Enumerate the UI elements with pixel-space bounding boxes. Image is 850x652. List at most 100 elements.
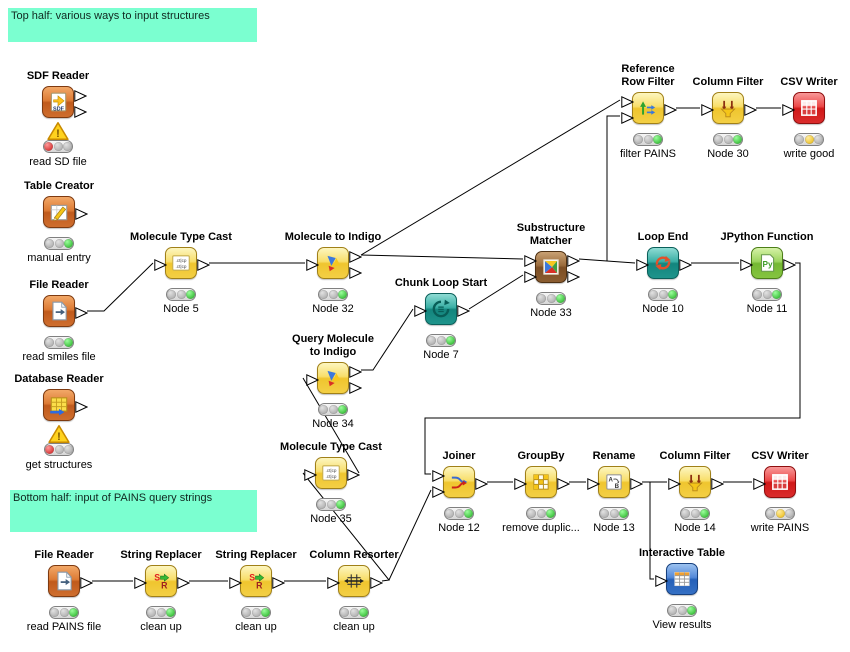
node-column-filter-30[interactable]: Column Filter Node 30 bbox=[693, 76, 764, 160]
output-port[interactable] bbox=[80, 576, 94, 589]
node-body[interactable] bbox=[432, 466, 489, 498]
node-body[interactable] bbox=[701, 92, 758, 124]
output-port[interactable] bbox=[744, 103, 758, 116]
output-port[interactable] bbox=[349, 381, 363, 394]
output-port[interactable] bbox=[630, 477, 644, 490]
input-port[interactable] bbox=[753, 477, 767, 490]
output-port[interactable] bbox=[349, 250, 363, 263]
input-port[interactable] bbox=[134, 576, 148, 589]
input-port[interactable] bbox=[782, 103, 796, 116]
node-csv-writer-good[interactable]: CSV Writer write good bbox=[780, 76, 837, 160]
output-port[interactable] bbox=[74, 89, 88, 102]
node-body[interactable]: .ct|cp .ct|cp bbox=[154, 247, 211, 279]
node-joiner-12[interactable]: Joiner Node 12 bbox=[432, 450, 489, 534]
output-port[interactable] bbox=[75, 306, 89, 319]
node-reference-row-filter[interactable]: Reference Row Filter filter PAINS bbox=[620, 63, 678, 160]
input-port[interactable] bbox=[304, 468, 318, 481]
output-port[interactable] bbox=[197, 258, 211, 271]
output-port[interactable] bbox=[457, 304, 471, 317]
node-body[interactable] bbox=[668, 466, 725, 498]
node-csv-writer-pains[interactable]: CSV Writer write PAINS bbox=[751, 450, 809, 534]
node-body[interactable] bbox=[306, 247, 363, 279]
annotation-bottom[interactable]: Bottom half: input of PAINS query string… bbox=[10, 490, 257, 532]
node-molecule-type-cast-5[interactable]: Molecule Type Cast .ct|cp .ct|cp Node 5 bbox=[130, 231, 232, 315]
output-port[interactable] bbox=[177, 576, 191, 589]
node-body[interactable] bbox=[327, 565, 384, 597]
node-body[interactable] bbox=[43, 295, 89, 327]
node-body[interactable] bbox=[782, 92, 825, 124]
output-port[interactable] bbox=[711, 477, 725, 490]
node-body[interactable] bbox=[48, 565, 94, 597]
output-port[interactable] bbox=[347, 468, 361, 481]
node-body[interactable] bbox=[306, 362, 363, 394]
input-port[interactable] bbox=[621, 111, 635, 124]
node-body[interactable] bbox=[636, 247, 693, 279]
node-jpython-function-11[interactable]: JPython Function Py Node 11 bbox=[721, 231, 814, 315]
output-port[interactable] bbox=[475, 477, 489, 490]
output-port[interactable] bbox=[567, 270, 581, 283]
node-query-molecule-to-indigo-34[interactable]: Query Molecule to Indigo Node 34 bbox=[292, 333, 374, 430]
input-port[interactable] bbox=[740, 258, 754, 271]
output-port[interactable] bbox=[557, 477, 571, 490]
input-port[interactable] bbox=[306, 373, 320, 386]
input-port[interactable] bbox=[414, 304, 428, 317]
output-port[interactable] bbox=[664, 103, 678, 116]
input-port[interactable] bbox=[524, 270, 538, 283]
node-body[interactable] bbox=[655, 563, 698, 595]
node-file-reader-top[interactable]: File Reader read smiles file bbox=[22, 279, 95, 363]
output-port[interactable] bbox=[679, 258, 693, 271]
node-body[interactable]: .ct|cp .ct|cp bbox=[304, 457, 361, 489]
node-database-reader[interactable]: Database Reader ! get structures bbox=[14, 373, 103, 471]
input-port[interactable] bbox=[306, 258, 320, 271]
output-port[interactable] bbox=[349, 266, 363, 279]
input-port[interactable] bbox=[432, 485, 446, 498]
node-body[interactable] bbox=[414, 293, 471, 325]
node-body[interactable] bbox=[524, 251, 581, 283]
node-body[interactable] bbox=[621, 92, 678, 124]
annotation-top[interactable]: Top half: various ways to input structur… bbox=[8, 8, 257, 42]
node-table-creator[interactable]: Table Creator manual entry bbox=[24, 180, 94, 264]
node-column-resorter[interactable]: Column Resorter clean up bbox=[309, 549, 398, 633]
input-port[interactable] bbox=[154, 258, 168, 271]
output-port[interactable] bbox=[783, 258, 797, 271]
input-port[interactable] bbox=[636, 258, 650, 271]
input-port[interactable] bbox=[701, 103, 715, 116]
node-body[interactable]: SDF bbox=[42, 86, 88, 118]
node-body[interactable]: Py bbox=[740, 247, 797, 279]
node-molecule-to-indigo-32[interactable]: Molecule to Indigo Node 32 bbox=[285, 231, 382, 315]
node-body[interactable] bbox=[43, 196, 89, 228]
node-loop-end-10[interactable]: Loop End Node 10 bbox=[636, 231, 693, 315]
output-port[interactable] bbox=[272, 576, 286, 589]
output-port[interactable] bbox=[75, 400, 89, 413]
node-body[interactable] bbox=[43, 389, 89, 421]
node-chunk-loop-start-7[interactable]: Chunk Loop Start Node 7 bbox=[395, 277, 487, 361]
node-sdf-reader[interactable]: SDF Reader SDF ! read SD file bbox=[27, 70, 89, 168]
node-body[interactable] bbox=[514, 466, 571, 498]
input-port[interactable] bbox=[668, 477, 682, 490]
node-file-reader-bottom[interactable]: File Reader read PAINS file bbox=[27, 549, 101, 633]
input-port[interactable] bbox=[524, 254, 538, 267]
node-molecule-type-cast-35[interactable]: Molecule Type Cast .ct|cp .ct|cp Node 35 bbox=[280, 441, 382, 525]
output-port[interactable] bbox=[567, 254, 581, 267]
output-port[interactable] bbox=[74, 105, 88, 118]
node-interactive-table[interactable]: Interactive Table View results bbox=[639, 547, 725, 631]
input-port[interactable] bbox=[229, 576, 243, 589]
output-port[interactable] bbox=[370, 576, 384, 589]
node-column-filter-14[interactable]: Column Filter Node 14 bbox=[660, 450, 731, 534]
node-body[interactable] bbox=[753, 466, 796, 498]
input-port[interactable] bbox=[621, 95, 635, 108]
input-port[interactable] bbox=[655, 574, 669, 587]
input-port[interactable] bbox=[432, 469, 446, 482]
output-port[interactable] bbox=[349, 365, 363, 378]
input-port[interactable] bbox=[514, 477, 528, 490]
node-substructure-matcher-33[interactable]: Substructure Matcher Node 33 bbox=[517, 222, 585, 319]
output-port[interactable] bbox=[75, 207, 89, 220]
node-groupby[interactable]: GroupBy remove duplic... bbox=[502, 450, 580, 534]
